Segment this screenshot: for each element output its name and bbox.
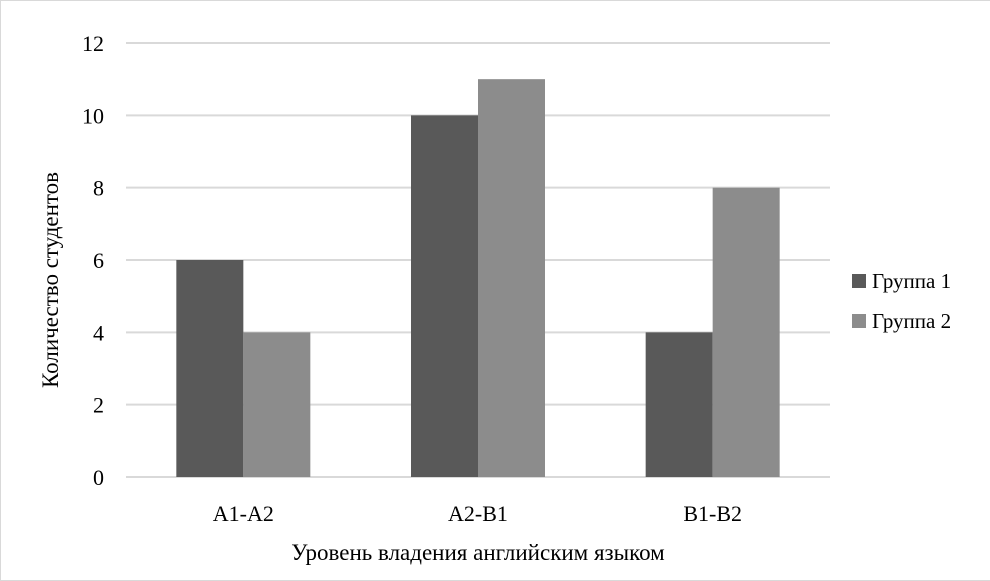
bar-series-2-a2-b1 — [478, 79, 545, 478]
x-tick-label: A1-A2 — [213, 501, 274, 526]
y-tick-labels: 0 2 4 6 8 10 12 — [82, 31, 104, 490]
y-tick-label: 8 — [93, 176, 104, 201]
y-tick-label: 10 — [82, 103, 104, 128]
y-tick-label: 4 — [93, 320, 104, 345]
y-axis-title: Количество студентов — [38, 172, 63, 388]
x-tick-label: A2-B1 — [448, 501, 508, 526]
bar-series-1-a2-b1 — [411, 115, 478, 477]
legend-label-series-2: Группа 2 — [872, 309, 951, 333]
legend-swatch-series-2 — [852, 314, 866, 328]
legend-label-series-1: Группа 1 — [872, 269, 951, 293]
bars — [176, 79, 780, 478]
legend: Группа 1 Группа 2 — [852, 269, 951, 333]
y-tick-label: 0 — [93, 465, 104, 490]
x-tick-labels: A1-A2 A2-B1 B1-B2 — [213, 501, 742, 526]
legend-swatch-series-1 — [852, 274, 866, 288]
bar-series-1-a1-a2 — [176, 260, 244, 477]
bar-series-2-a1-a2 — [243, 332, 311, 477]
y-tick-label: 6 — [93, 248, 104, 273]
x-tick-label: B1-B2 — [683, 501, 742, 526]
bar-series-1-b1-b2 — [645, 332, 713, 477]
bar-series-2-b1-b2 — [712, 187, 780, 477]
y-tick-label: 12 — [82, 31, 104, 56]
y-tick-label: 2 — [93, 393, 104, 418]
x-axis-title: Уровень владения английским языком — [291, 540, 665, 565]
